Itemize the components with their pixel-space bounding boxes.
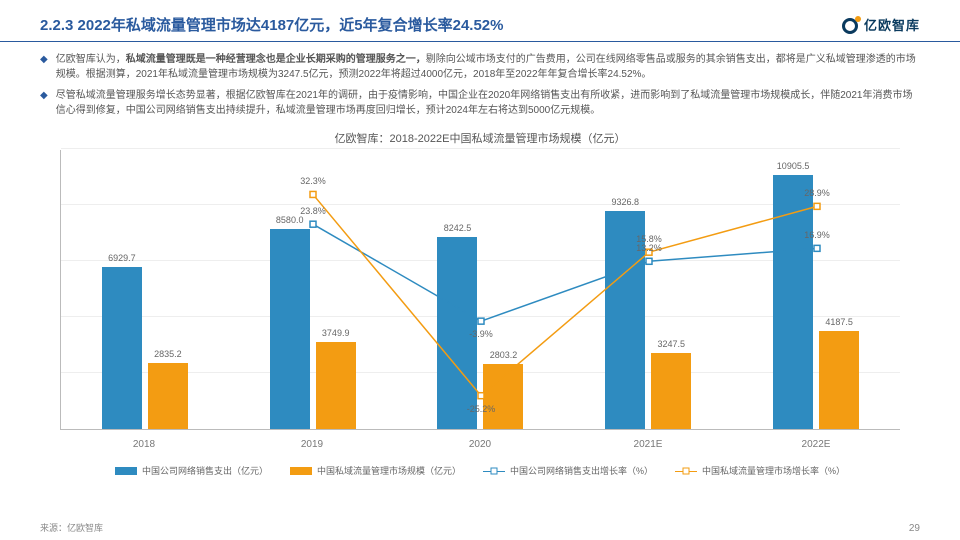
line-marker: [310, 221, 316, 227]
logo: 亿欧智库: [842, 15, 920, 34]
gridline: [61, 148, 900, 149]
x-axis-tick-label: 2021E: [564, 439, 732, 450]
legend-swatch: [115, 467, 137, 475]
legend-swatch: [675, 467, 697, 475]
legend-item: 中国公司网络销售支出（亿元）: [115, 464, 268, 477]
line-value-label: 15.8%: [636, 234, 662, 244]
plot-area: 6929.72835.28580.03749.98242.52803.29326…: [60, 150, 900, 430]
chart-area: 亿欧智库：2018-2022E中国私域流量管理市场规模（亿元） 6929.728…: [0, 130, 960, 460]
line-marker: [478, 393, 484, 399]
bullet-list: ◆ 亿欧智库认为，私域流量管理既是一种经营理念也是企业长期采购的管理服务之一，剔除…: [0, 42, 960, 128]
bullet-marker: ◆: [40, 52, 48, 82]
x-axis-labels: 2018201920202021E2022E: [60, 439, 900, 450]
line-value-label: 32.3%: [300, 176, 326, 186]
bullet-text: 亿欧智库认为，私域流量管理既是一种经营理念也是企业长期采购的管理服务之一，剔除向…: [56, 52, 920, 82]
header: 2.2.3 2022年私域流量管理市场达4187亿元，近5年复合增长率24.52…: [0, 0, 960, 42]
page-title: 2.2.3 2022年私域流量管理市场达4187亿元，近5年复合增长率24.52…: [40, 14, 842, 35]
line-value-label: -3.9%: [469, 329, 493, 339]
line-marker: [814, 245, 820, 251]
bullet-item: ◆ 亿欧智库认为，私域流量管理既是一种经营理念也是企业长期采购的管理服务之一，剔除…: [40, 52, 920, 82]
legend-swatch: [483, 467, 505, 475]
bullet-text: 尽管私域流量管理服务增长态势显著，根据亿欧智库在2021年的调研，由于疫情影响，…: [56, 88, 920, 118]
source-text: 来源：亿欧智库: [40, 521, 103, 534]
legend-label: 中国私域流量管理市场增长率（%）: [702, 464, 845, 477]
legend-item: 中国公司网络销售支出增长率（%）: [483, 464, 653, 477]
x-axis-tick-label: 2022E: [732, 439, 900, 450]
logo-text: 亿欧智库: [864, 15, 920, 34]
x-axis-tick-label: 2020: [396, 439, 564, 450]
legend: 中国公司网络销售支出（亿元） 中国私域流量管理市场规模（亿元） 中国公司网络销售支出…: [0, 460, 960, 477]
line-value-label: -25.2%: [467, 404, 496, 414]
legend-label: 中国私域流量管理市场规模（亿元）: [317, 464, 461, 477]
line-marker: [646, 258, 652, 264]
legend-label: 中国公司网络销售支出增长率（%）: [510, 464, 653, 477]
bullet-item: ◆ 尽管私域流量管理服务增长态势显著，根据亿欧智库在2021年的调研，由于疫情影响…: [40, 88, 920, 118]
legend-label: 中国公司网络销售支出（亿元）: [142, 464, 268, 477]
line-series: [313, 194, 817, 395]
line-overlay: [61, 150, 900, 429]
legend-swatch: [290, 467, 312, 475]
line-series: [313, 224, 817, 321]
line-marker: [478, 318, 484, 324]
line-marker: [310, 191, 316, 197]
line-value-label: 16.9%: [804, 230, 830, 240]
bullet-marker: ◆: [40, 88, 48, 118]
chart-title: 亿欧智库：2018-2022E中国私域流量管理市场规模（亿元）: [40, 130, 920, 146]
x-axis-tick-label: 2018: [60, 439, 228, 450]
legend-item: 中国私域流量管理市场规模（亿元）: [290, 464, 461, 477]
legend-item: 中国私域流量管理市场增长率（%）: [675, 464, 845, 477]
chart: 6929.72835.28580.03749.98242.52803.29326…: [60, 150, 900, 460]
line-value-label: 28.9%: [804, 188, 830, 198]
page-number: 29: [909, 523, 920, 534]
x-axis-tick-label: 2019: [228, 439, 396, 450]
line-marker: [814, 203, 820, 209]
line-value-label: 13.2%: [636, 243, 662, 253]
logo-icon: [842, 16, 860, 34]
line-value-label: 23.8%: [300, 206, 326, 216]
